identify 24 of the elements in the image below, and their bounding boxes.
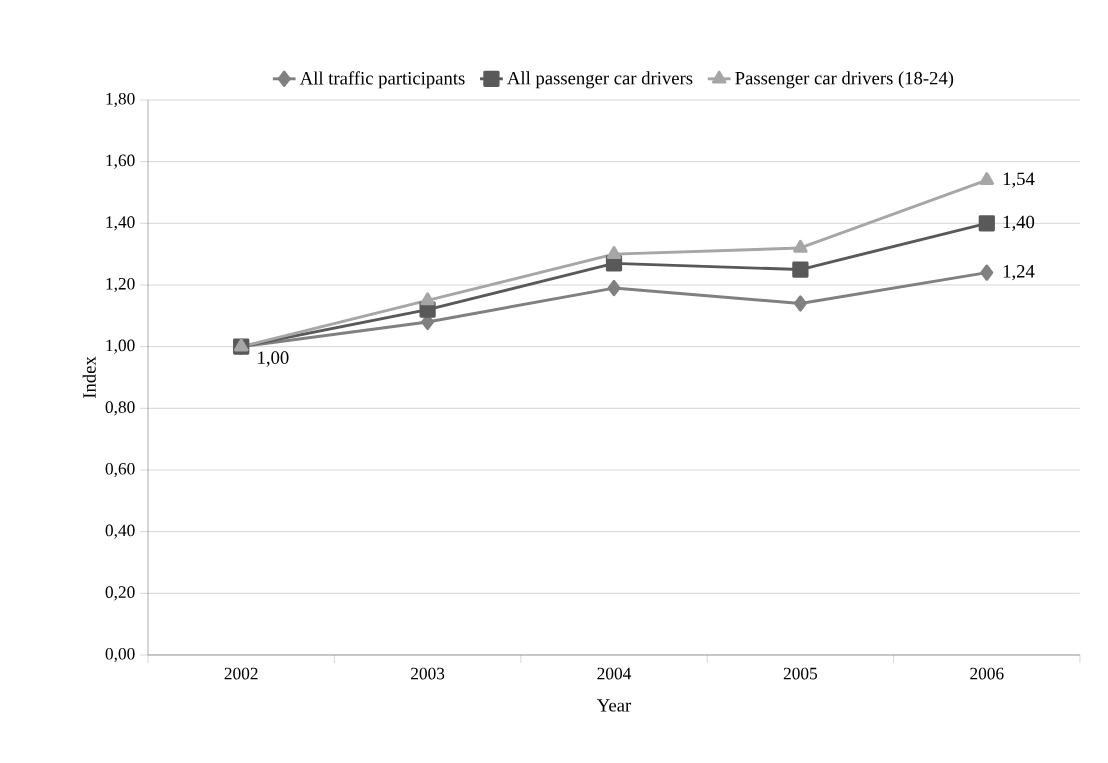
data-label: 1,00 [258,351,289,367]
y-tick-label: 1,20 [106,277,135,293]
x-tick-label: 2005 [783,667,818,680]
x-tick-label: 2003 [411,667,445,680]
y-tick-label: 1,00 [106,339,135,354]
y-tick-label: 1,40 [106,216,135,231]
x-axis-title: Year [597,699,632,712]
legend-label: All traffic participants [299,71,465,89]
x-tick-label: 2002 [224,667,258,680]
y-tick-label: 1,60 [106,154,135,169]
y-tick-label: 0,00 [105,647,135,663]
legend-label: All passenger car drivers [507,71,693,89]
y-tick-label: 0,40 [105,524,135,539]
y-tick-label: 0,80 [105,401,135,416]
y-tick-label: 0,20 [105,586,135,601]
data-label: 1,40 [1003,215,1035,231]
data-label: 1,54 [1003,172,1035,188]
y-tick-label: 1,80 [106,92,135,108]
x-tick-label: 2006 [970,667,1004,680]
x-tick-label: 2004 [597,667,632,680]
legend-label: Passenger car drivers (18-24) [735,71,954,89]
data-label: 1,24 [1003,265,1035,281]
y-tick-label: 0,60 [105,462,135,478]
y-axis-title: Index [82,356,96,399]
